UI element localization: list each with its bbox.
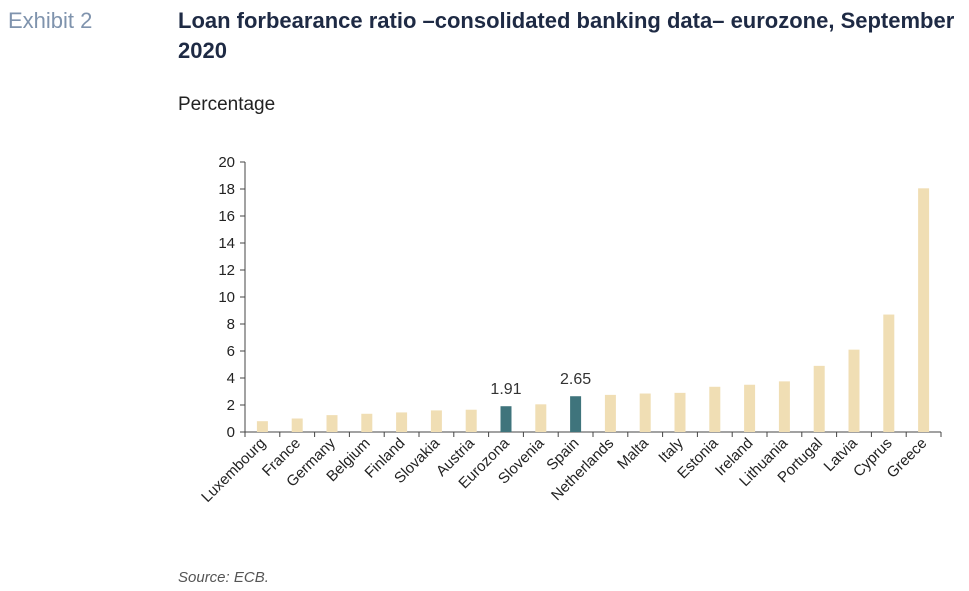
x-tick-label: Malta [614, 434, 652, 472]
bar-malta [639, 393, 651, 432]
bar-spain [570, 396, 582, 432]
bar-germany [326, 415, 338, 432]
y-tick-label: 6 [227, 343, 235, 360]
bar-ireland [744, 384, 756, 432]
bar-belgium [361, 413, 373, 432]
data-label: 2.65 [560, 371, 591, 388]
chart-title: Loan forbearance ratio –consolidated ban… [178, 8, 955, 63]
bar-greece [918, 188, 930, 432]
y-tick-label: 2 [227, 397, 235, 414]
bar-estonia [709, 386, 721, 432]
chart-subtitle: Percentage [178, 94, 276, 115]
bar-luxembourg [256, 421, 268, 432]
y-tick-label: 20 [218, 154, 235, 171]
y-tick-label: 0 [227, 424, 235, 441]
y-tick-label: 16 [218, 208, 235, 225]
bar-france [291, 418, 303, 432]
bar-latvia [848, 349, 860, 432]
exhibit-label: Exhibit 2 [8, 8, 93, 33]
y-tick-label: 4 [227, 370, 235, 387]
bar-netherlands [604, 394, 616, 432]
bar-eurozona [500, 406, 512, 432]
bar-portugal [813, 365, 825, 432]
data-label: 1.91 [490, 381, 521, 398]
y-tick-label: 18 [218, 181, 235, 198]
source-note: Source: ECB. [178, 569, 269, 586]
y-tick-label: 12 [218, 262, 235, 279]
y-tick-label: 14 [218, 235, 235, 252]
bar-italy [674, 392, 686, 432]
bar-finland [396, 412, 408, 432]
bar-slovakia [430, 410, 442, 432]
bar-lithuania [778, 381, 790, 432]
bar-cyprus [883, 314, 895, 432]
bar-slovenia [535, 404, 547, 432]
bar-austria [465, 409, 477, 432]
y-tick-label: 10 [218, 289, 235, 306]
x-tick-label: Luxembourg [198, 435, 269, 506]
y-tick-label: 8 [227, 316, 235, 333]
